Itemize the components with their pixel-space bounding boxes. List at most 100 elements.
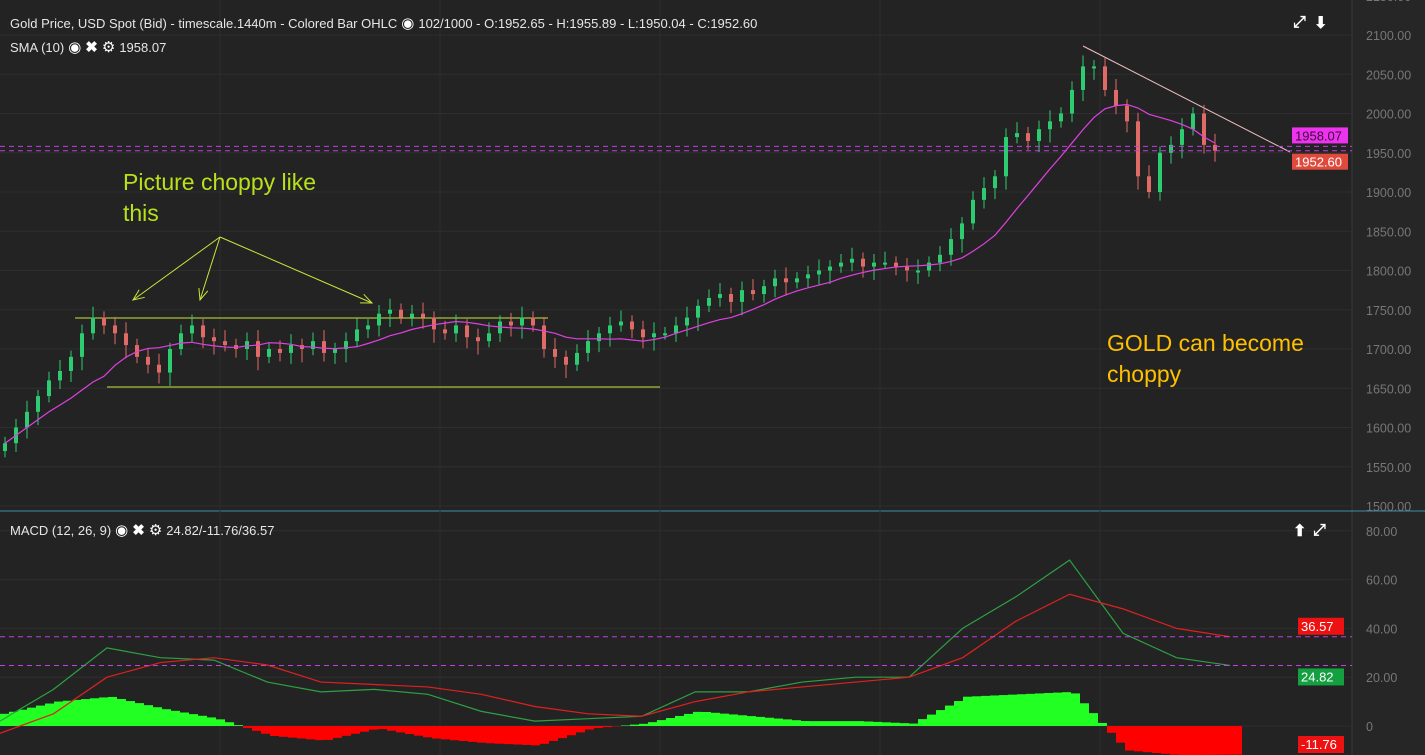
price-label: 1952.60 — [1295, 155, 1342, 170]
histogram-bar — [1179, 726, 1188, 755]
ohlc-bar — [223, 341, 227, 346]
histogram-bar — [738, 715, 747, 726]
ohlc-bar — [421, 313, 425, 318]
histogram-bar — [216, 719, 225, 726]
ohlc-bar — [487, 333, 491, 342]
histogram-bar — [108, 696, 117, 726]
ohlc-bar — [718, 294, 722, 298]
histogram-bar — [279, 726, 288, 737]
y-tick-label: 1650.00 — [1366, 382, 1411, 396]
eye-icon[interactable]: ◉ — [115, 522, 129, 539]
histogram-bar — [270, 726, 279, 736]
histogram-bar — [576, 726, 585, 733]
y-tick-label: 2100.00 — [1366, 29, 1411, 43]
macd-label-bg — [1298, 617, 1344, 635]
ohlc-bar — [883, 262, 887, 265]
ohlc-bar — [36, 396, 40, 412]
ohlc-bar — [1070, 89, 1074, 114]
ohlc-bar — [982, 188, 986, 200]
arrow-head — [359, 293, 374, 304]
histogram-bar — [432, 726, 441, 739]
ohlc-bar — [256, 341, 260, 357]
histogram-bar — [1053, 692, 1062, 726]
histogram-bar — [531, 726, 540, 746]
eye-icon[interactable]: ◉ — [401, 15, 415, 32]
histogram-bar — [351, 726, 360, 734]
histogram-bar — [117, 699, 126, 726]
macd-label-bg — [1298, 736, 1344, 753]
histogram-bar — [468, 726, 477, 742]
arrow-line — [199, 236, 221, 301]
macd-tick-label: 20.00 — [1366, 671, 1397, 685]
close-icon[interactable]: ✖ — [132, 522, 145, 539]
histogram-bar — [1071, 693, 1080, 726]
arrow-line — [219, 236, 373, 304]
histogram-bar — [405, 726, 414, 735]
ohlc-bar — [1092, 66, 1096, 69]
ohlc-bar — [1202, 113, 1206, 145]
histogram-bar — [1143, 726, 1152, 753]
histogram-bar — [1215, 726, 1224, 755]
ohlc-bar — [938, 254, 942, 263]
eye-icon[interactable]: ◉ — [68, 39, 82, 56]
histogram-bar — [414, 726, 423, 736]
arrow-head — [131, 289, 145, 301]
histogram-bar — [981, 695, 990, 726]
price-legend: Gold Price, USD Spot (Bid) - timescale.1… — [10, 16, 757, 31]
ohlc-bar — [630, 321, 634, 330]
histogram-bar — [549, 726, 558, 741]
ohlc-bar — [795, 278, 799, 283]
histogram-bar — [90, 698, 99, 726]
ohlc-bar — [201, 325, 205, 338]
ohlc-bar — [1004, 137, 1008, 177]
macd-tick-label: 60.00 — [1366, 574, 1397, 588]
gear-icon[interactable]: ⚙ — [101, 39, 116, 56]
ohlc-bar — [773, 278, 777, 287]
ohlc-bar — [1026, 133, 1030, 141]
histogram-bar — [1116, 726, 1125, 743]
histogram-bar — [558, 726, 567, 739]
histogram-bar — [927, 714, 936, 726]
histogram-bar — [0, 713, 9, 726]
ohlc-bar — [707, 297, 711, 306]
maximize-icon[interactable]: ⤢ — [1313, 522, 1326, 539]
histogram-bar — [540, 726, 549, 744]
close-icon[interactable]: ✖ — [85, 39, 98, 56]
histogram-bar — [1017, 694, 1026, 726]
ohlc-bar — [828, 266, 832, 271]
histogram-bar — [936, 710, 945, 726]
histogram-bar — [99, 697, 108, 726]
maximize-icon[interactable]: ⤢ — [1293, 14, 1306, 31]
histogram-bar — [144, 705, 153, 726]
histogram-bar — [1035, 693, 1044, 726]
ohlc-bar — [1169, 144, 1173, 153]
histogram-bar — [225, 722, 234, 726]
ohlc-bar — [1081, 66, 1085, 90]
y-tick-label: 1800.00 — [1366, 265, 1411, 279]
histogram-bar — [207, 717, 216, 726]
price-label: 1958.07 — [1295, 128, 1342, 143]
arrow-down-icon[interactable]: ⬇ — [1314, 15, 1328, 32]
histogram-bar — [675, 715, 684, 726]
ohlc-bar — [3, 443, 7, 452]
ohlc-bar — [157, 364, 161, 373]
histogram-bar — [441, 726, 450, 740]
ohlc-bar — [916, 270, 920, 273]
ohlc-bar — [685, 317, 689, 326]
arrow-head — [198, 288, 209, 302]
histogram-bar — [747, 716, 756, 726]
macd-value: 24.82/-11.76/36.57 — [166, 523, 275, 538]
histogram-bar — [63, 700, 72, 726]
histogram-bar — [1161, 726, 1170, 754]
arrow-up-icon[interactable]: ⬆ — [1293, 523, 1307, 540]
macd-tick-label: 80.00 — [1366, 525, 1397, 539]
histogram-bar — [342, 726, 351, 736]
ohlc-bar — [1213, 144, 1217, 151]
ohlc-bar — [1158, 152, 1162, 192]
ohlc-bar — [1037, 129, 1041, 141]
gear-icon[interactable]: ⚙ — [148, 522, 163, 539]
ohlc-bar — [872, 262, 876, 267]
ohlc-bar — [443, 329, 447, 334]
histogram-bar — [135, 703, 144, 726]
